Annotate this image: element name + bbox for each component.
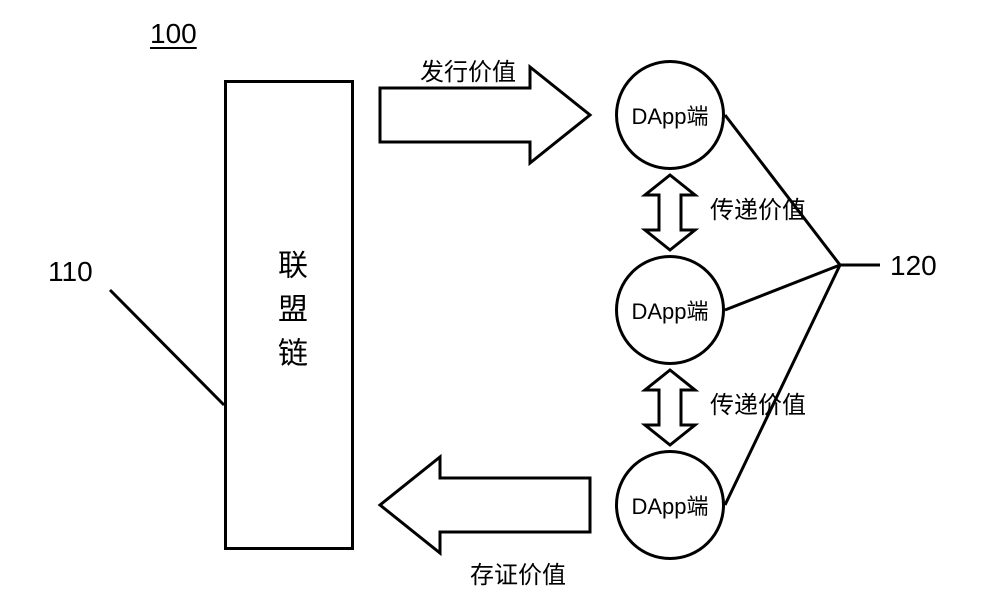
dapp-node-3-label: DApp端 xyxy=(631,489,708,521)
diagram-stage: 100 联盟链 110 120 DApp端 DApp端 DApp端 发行价值 存… xyxy=(0,0,1000,607)
dapp-node-1: DApp端 xyxy=(615,60,725,170)
dapp-node-2: DApp端 xyxy=(615,255,725,365)
consortium-chain-label: 联盟链 xyxy=(267,249,311,381)
dapp-node-2-label: DApp端 xyxy=(631,294,708,326)
dapp-node-1-label: DApp端 xyxy=(631,99,708,131)
callout-110: 110 xyxy=(48,256,93,288)
store-value-label: 存证价值 xyxy=(470,555,566,590)
connector-layer xyxy=(0,0,1000,607)
dapp-node-3: DApp端 xyxy=(615,450,725,560)
transfer-value-label-2: 传递价值 xyxy=(710,385,806,420)
transfer-value-label-1: 传递价值 xyxy=(710,190,806,225)
consortium-chain-block: 联盟链 xyxy=(224,80,354,550)
issue-value-label: 发行价值 xyxy=(420,52,516,87)
callout-120: 120 xyxy=(890,250,937,282)
figure-number: 100 xyxy=(150,18,197,50)
